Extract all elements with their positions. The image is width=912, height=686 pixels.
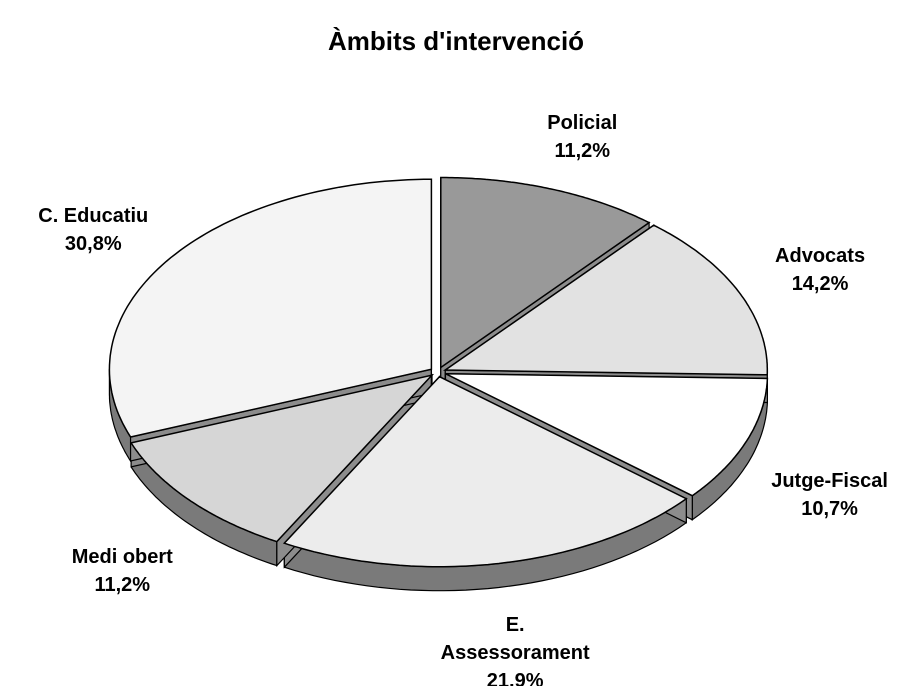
slice-label: Jutge-Fiscal 10,7%	[730, 467, 912, 523]
slice	[445, 372, 769, 497]
category-label: Policial	[547, 111, 618, 134]
category-label: Advocats	[775, 244, 866, 267]
value-label: 14,2%	[791, 272, 849, 295]
category-label: E. Assessorament	[440, 613, 590, 664]
category-label: Jutge-Fiscal	[771, 469, 888, 492]
slice-label: Policial 11,2%	[482, 109, 682, 165]
slice	[282, 375, 688, 568]
value-label: 21,9%	[486, 669, 544, 686]
slice	[108, 178, 433, 438]
slice-label: E. Assessorament 21,9%	[430, 611, 600, 686]
slice-label: Medi obert 11,2%	[22, 543, 222, 599]
category-label: C. Educatiu	[38, 204, 149, 227]
value-label: 11,2%	[94, 573, 151, 596]
slice	[440, 176, 651, 369]
category-label: Medi obert	[71, 545, 173, 568]
slice	[442, 224, 769, 376]
slice-label: Advocats 14,2%	[720, 242, 912, 298]
slice-label: C. Educatiu 30,8%	[0, 202, 193, 258]
value-label: 30,8%	[64, 232, 122, 255]
value-label: 10,7%	[801, 497, 858, 520]
slice	[129, 373, 435, 543]
value-label: 11,2%	[554, 139, 611, 162]
chart-title: Àmbits d'intervenció	[327, 26, 585, 56]
